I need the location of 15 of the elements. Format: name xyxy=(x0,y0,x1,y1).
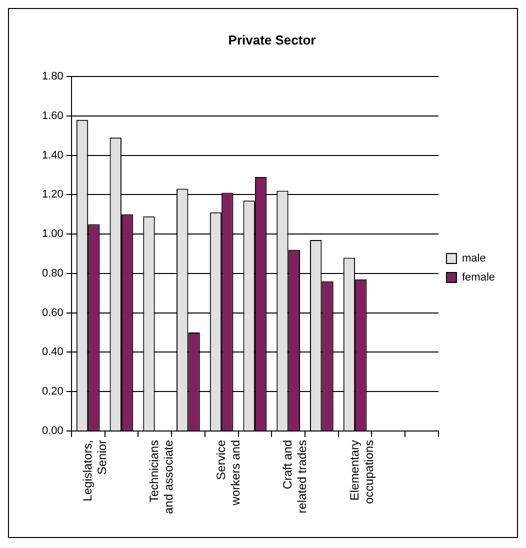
legend-label: male xyxy=(462,252,486,265)
legend-label: female xyxy=(462,272,496,284)
y-tick-label: 1.40 xyxy=(42,149,64,162)
x-tick-label: Technicians and associate xyxy=(147,440,176,514)
y-tick-label: 1.80 xyxy=(42,70,64,83)
y-tick-label: 1.00 xyxy=(42,228,64,240)
y-tick-label: 1.20 xyxy=(42,188,64,201)
y-tick-label: 0.20 xyxy=(42,386,64,398)
y-tick-label: 0.00 xyxy=(42,424,64,437)
y-tick-label: 1.60 xyxy=(42,110,64,122)
y-tick-label: 0.60 xyxy=(42,306,64,319)
y-tick-label: 0.80 xyxy=(42,267,64,280)
x-tick-label: Legislators, Senior xyxy=(80,440,109,502)
chart-title: Private Sector xyxy=(228,32,316,48)
y-tick-label: 0.40 xyxy=(42,346,64,358)
